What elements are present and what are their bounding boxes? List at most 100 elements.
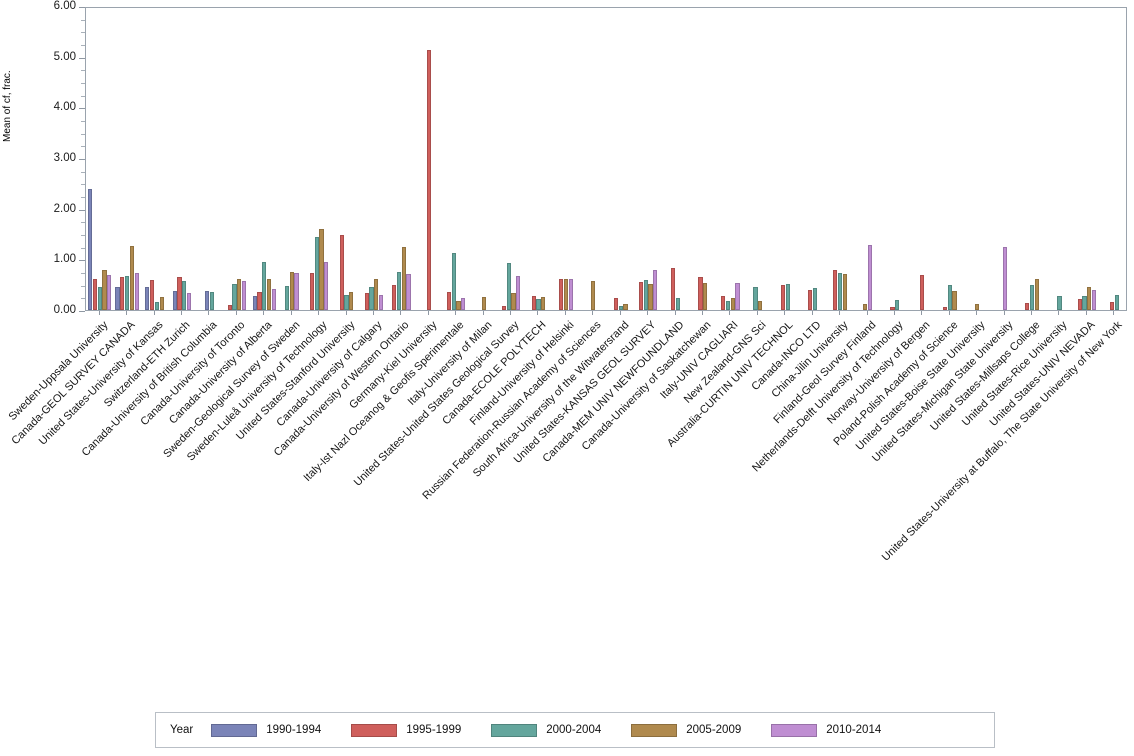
- x-tick-mark: [893, 311, 895, 315]
- bar: [618, 306, 623, 310]
- y-tick-minor-mark: [81, 70, 85, 72]
- x-tick-mark: [235, 311, 237, 315]
- bar: [257, 292, 262, 310]
- legend-item[interactable]: 2000-2004: [491, 723, 601, 737]
- bar: [895, 299, 900, 310]
- legend-item[interactable]: 1995-1999: [351, 723, 462, 737]
- x-tick-mark: [701, 311, 703, 315]
- legend-items: 1990-1994 1995-1999 2000-2004 2005-2009 2010…: [211, 723, 911, 737]
- x-tick-mark: [866, 311, 868, 315]
- bar: [837, 272, 843, 310]
- y-tick-minor-mark: [81, 133, 85, 135]
- bar: [867, 244, 872, 310]
- bar: [481, 297, 486, 310]
- bar: [563, 279, 568, 310]
- y-tick-minor-mark: [81, 171, 85, 173]
- bar: [1002, 247, 1007, 310]
- bar: [1029, 284, 1035, 310]
- bar: [506, 262, 511, 310]
- bar: [735, 282, 740, 310]
- bar: [808, 289, 813, 310]
- legend: Year 1990-1994 1995-1999 2000-2004 2005-200…: [155, 712, 995, 748]
- legend-swatch: [771, 723, 818, 737]
- legend-label: 1990-1994: [266, 724, 322, 736]
- bar: [120, 276, 125, 310]
- bar: [314, 236, 319, 310]
- bar: [780, 285, 785, 310]
- y-tick-minor-mark: [81, 298, 85, 300]
- bar: [284, 286, 289, 310]
- bar: [1114, 294, 1119, 310]
- bar: [942, 306, 948, 310]
- y-tick-minor-mark: [81, 285, 85, 287]
- x-tick-mark: [921, 311, 923, 315]
- x-tick-mark: [1058, 311, 1060, 315]
- bar: [369, 286, 374, 310]
- bar: [648, 283, 653, 310]
- legend-item[interactable]: 1990-1994: [211, 723, 322, 737]
- bar: [374, 279, 379, 310]
- x-tick-mark: [400, 311, 402, 315]
- y-tick-minor-mark: [81, 95, 85, 97]
- bar: [379, 294, 384, 310]
- bar: [107, 274, 112, 310]
- bar: [613, 298, 618, 310]
- x-tick-mark: [126, 311, 128, 315]
- y-tick-minor-mark: [81, 146, 85, 148]
- legend-item[interactable]: 2010-2014: [771, 723, 881, 737]
- y-tick-minor-mark: [81, 273, 85, 274]
- x-tick-mark: [729, 311, 731, 315]
- bar: [1091, 289, 1097, 310]
- bar: [150, 280, 155, 310]
- bar: [262, 261, 267, 310]
- legend-label: 1995-1999: [406, 724, 462, 736]
- bar: [1057, 295, 1062, 310]
- x-tick-mark: [839, 311, 841, 315]
- y-tick-label: 5.00: [53, 50, 76, 63]
- x-tick-mark: [455, 311, 457, 315]
- legend-swatch: [491, 723, 538, 737]
- y-tick-label: 0.00: [53, 304, 76, 316]
- y-tick-mark: [79, 260, 85, 262]
- bars-layer: [86, 8, 1126, 310]
- bar: [1025, 303, 1030, 310]
- x-tick-mark: [647, 311, 649, 315]
- y-tick-label: 2.00: [53, 202, 76, 215]
- bar: [703, 283, 708, 310]
- bar: [154, 301, 160, 310]
- legend-item[interactable]: 2005-2009: [631, 723, 741, 737]
- bar: [758, 301, 763, 310]
- x-tick-mark: [674, 311, 676, 315]
- bar: [115, 287, 120, 310]
- bar: [241, 280, 247, 310]
- bar: [516, 275, 521, 310]
- y-tick-minor-mark: [81, 197, 85, 198]
- bar: [461, 297, 466, 310]
- x-tick-mark: [510, 311, 512, 315]
- y-tick-minor-mark: [81, 83, 85, 84]
- bar: [947, 285, 952, 310]
- y-tick-label: 6.00: [53, 0, 76, 12]
- bar: [204, 290, 210, 310]
- bar: [97, 287, 102, 310]
- bar: [177, 277, 182, 310]
- bar: [396, 272, 402, 310]
- x-tick-mark: [1031, 311, 1033, 315]
- bar: [172, 291, 177, 310]
- x-tick-mark: [811, 311, 813, 315]
- bar: [638, 282, 644, 310]
- bar: [349, 292, 354, 310]
- x-tick-mark: [619, 311, 621, 315]
- bar: [319, 228, 324, 310]
- x-tick-mark: [345, 311, 347, 315]
- bar: [920, 274, 925, 310]
- bar: [309, 272, 314, 310]
- bar: [785, 284, 790, 310]
- x-tick-mark: [1085, 311, 1087, 315]
- bar: [266, 279, 272, 310]
- bar: [511, 292, 516, 310]
- bar: [725, 300, 731, 310]
- bar: [653, 270, 658, 310]
- x-tick-mark: [784, 311, 786, 315]
- plot-area: [85, 7, 1127, 311]
